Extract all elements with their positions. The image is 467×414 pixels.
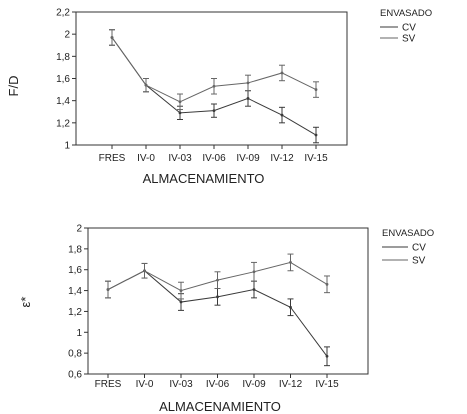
y-tick-label: 1,6 (68, 265, 82, 276)
data-point-cv (280, 113, 284, 117)
x-tick-label: IV-12 (270, 153, 294, 164)
x-tick-label: IV-15 (315, 379, 339, 390)
data-point-sv (106, 288, 110, 291)
legend-title: ENVASADO (380, 8, 432, 19)
data-point-sv (314, 88, 318, 91)
x-tick-label: IV-09 (236, 153, 260, 164)
data-point-cv (216, 295, 219, 299)
chart-top-fd: 1 1,2 1,4 1,6 1,8 2 2,2 FRES IV-0 IV-03 IV-06 IV-09… (6, 8, 432, 187)
x-tick-label: IV-06 (206, 379, 230, 390)
x-tick-label: IV-03 (169, 379, 193, 390)
x-tick-label: FRES (99, 153, 126, 164)
data-point-cv (179, 300, 183, 304)
x-tick-label: IV-06 (202, 153, 226, 164)
y-tick-label: 2 (64, 30, 70, 41)
x-tick-label: IV-03 (168, 153, 192, 164)
x-axis-title: ALMACENAMIENTO (159, 399, 281, 414)
chart-bottom-epsilon: 0,6 0,8 1 1,2 1,4 1,6 1,8 2 FRES IV-0 IV-03 IV-06 IV… (18, 224, 434, 414)
x-tick-label: IV-15 (304, 153, 328, 164)
data-point-cv (325, 354, 329, 358)
y-tick-label: 1,4 (68, 286, 82, 297)
x-tick-label: IV-0 (137, 153, 155, 164)
x-tick-label: IV-0 (136, 379, 154, 390)
y-axis-title: ε* (18, 297, 33, 308)
data-point-sv (212, 84, 216, 88)
y-tick-label: 1,2 (68, 307, 82, 318)
legend-label-cv: CV (402, 23, 416, 34)
y-tick-label: 1,8 (68, 244, 82, 255)
data-point-cv (289, 305, 292, 309)
y-tick-label: 1 (64, 141, 70, 152)
y-tick-label: 1 (76, 328, 82, 339)
data-point-sv (178, 100, 182, 104)
legend-title: ENVASADO (382, 228, 434, 239)
data-point-sv (143, 269, 146, 273)
y-tick-label: 1,6 (56, 74, 70, 85)
y-tick-label: 2,2 (56, 8, 70, 19)
data-point-sv (289, 261, 292, 264)
x-tick-label: IV-12 (279, 379, 303, 390)
y-tick-label: 2 (76, 224, 82, 235)
legend-label-sv: SV (402, 34, 416, 45)
data-point-cv (246, 97, 250, 100)
x-tick-label: FRES (95, 379, 122, 390)
data-point-sv (110, 36, 114, 39)
data-point-cv (252, 288, 256, 291)
data-point-cv (314, 133, 318, 137)
data-point-sv (325, 282, 329, 286)
y-axis-title: F/D (6, 76, 21, 97)
y-tick-label: 1,4 (56, 96, 70, 107)
data-point-sv (246, 81, 250, 85)
data-point-cv (178, 111, 182, 115)
legend-label-cv: CV (412, 243, 426, 254)
data-point-sv (144, 83, 148, 87)
y-tick-label: 0,6 (68, 370, 82, 381)
x-axis-title: ALMACENAMIENTO (143, 171, 265, 186)
plot-frame (87, 227, 369, 375)
y-tick-label: 1,8 (56, 52, 70, 63)
x-tick-label: IV-09 (242, 379, 266, 390)
data-point-sv (179, 289, 183, 292)
data-point-cv (212, 109, 216, 113)
y-tick-label: 0,8 (68, 349, 82, 360)
data-point-sv (280, 71, 284, 75)
data-point-sv (252, 270, 256, 274)
y-tick-label: 1,2 (56, 118, 70, 129)
legend-label-sv: SV (412, 256, 426, 267)
data-point-sv (216, 278, 219, 282)
